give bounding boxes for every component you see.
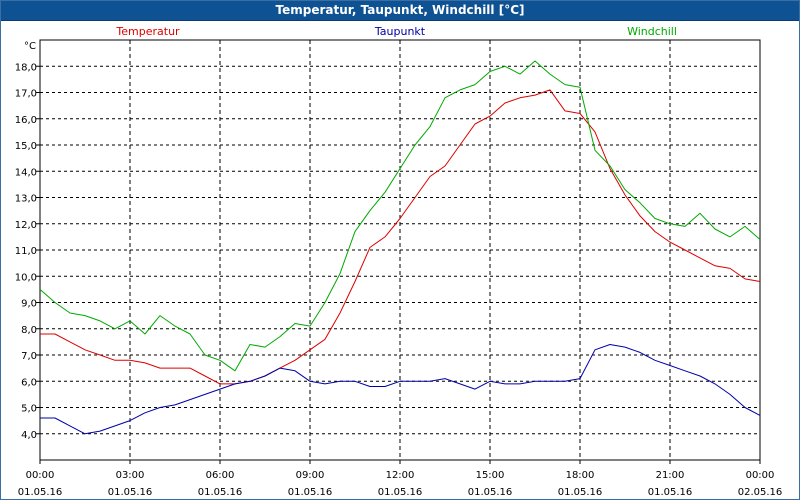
x-tick-time: 00:00 (746, 470, 775, 481)
x-tick-time: 03:00 (116, 470, 145, 481)
y-tick-label: 9,0 (21, 299, 37, 310)
legend-taupunkt: Taupunkt (374, 25, 426, 38)
y-tick-label: 7,0 (21, 351, 37, 362)
series-line-taupunkt (40, 344, 761, 435)
grid (40, 40, 760, 460)
chart-title: Temperatur, Taupunkt, Windchill [°C] (275, 3, 525, 17)
x-tick-date: 01.05.16 (18, 487, 63, 498)
x-tick-time: 12:00 (386, 470, 415, 481)
legend-temperatur: Temperatur (115, 25, 180, 38)
x-axis: 00:00 01.05.16 03:00 01.05.16 06:00 01.05.16 0… (18, 460, 783, 498)
y-axis: 4,0 5,0 6,0 7,0 8,0 9,0 10,0 11,0 12,0 13,0 14,0 15… (15, 62, 40, 441)
title-bar: Temperatur, Taupunkt, Windchill [°C] (1, 1, 799, 21)
y-tick-label: 15,0 (15, 141, 37, 152)
y-tick-label: 18,0 (15, 62, 37, 73)
y-tick-label: 8,0 (21, 325, 37, 336)
x-tick-time: 15:00 (476, 470, 505, 481)
series-line-temperatur (40, 89, 761, 385)
series-lines (39, 60, 761, 435)
y-tick-label: 10,0 (15, 272, 37, 283)
x-tick-date: 01.05.16 (198, 487, 243, 498)
x-tick-date: 01.05.16 (288, 487, 333, 498)
x-tick-time: 00:00 (26, 470, 55, 481)
series-line-windchill (39, 60, 761, 372)
y-axis-unit: °C (24, 41, 36, 52)
x-tick-time: 21:00 (656, 470, 685, 481)
x-tick-date: 01.05.16 (378, 487, 423, 498)
x-tick-time: 06:00 (206, 470, 235, 481)
y-tick-label: 6,0 (21, 377, 37, 388)
y-tick-label: 14,0 (15, 167, 37, 178)
x-tick-time: 18:00 (566, 470, 595, 481)
y-tick-label: 13,0 (15, 194, 37, 205)
y-tick-label: 12,0 (15, 220, 37, 231)
x-tick-date: 01.05.16 (558, 487, 603, 498)
x-tick-date: 01.05.16 (468, 487, 513, 498)
y-tick-label: 4,0 (21, 430, 37, 441)
legend-windchill: Windchill (627, 25, 677, 38)
y-tick-label: 5,0 (21, 404, 37, 415)
x-tick-date: 01.05.16 (648, 487, 693, 498)
x-tick-date: 02.05.16 (738, 487, 783, 498)
x-tick-date: 01.05.16 (108, 487, 153, 498)
y-tick-label: 17,0 (15, 89, 37, 100)
y-tick-label: 11,0 (15, 246, 37, 257)
y-tick-label: 16,0 (15, 115, 37, 126)
x-tick-time: 09:00 (296, 470, 325, 481)
